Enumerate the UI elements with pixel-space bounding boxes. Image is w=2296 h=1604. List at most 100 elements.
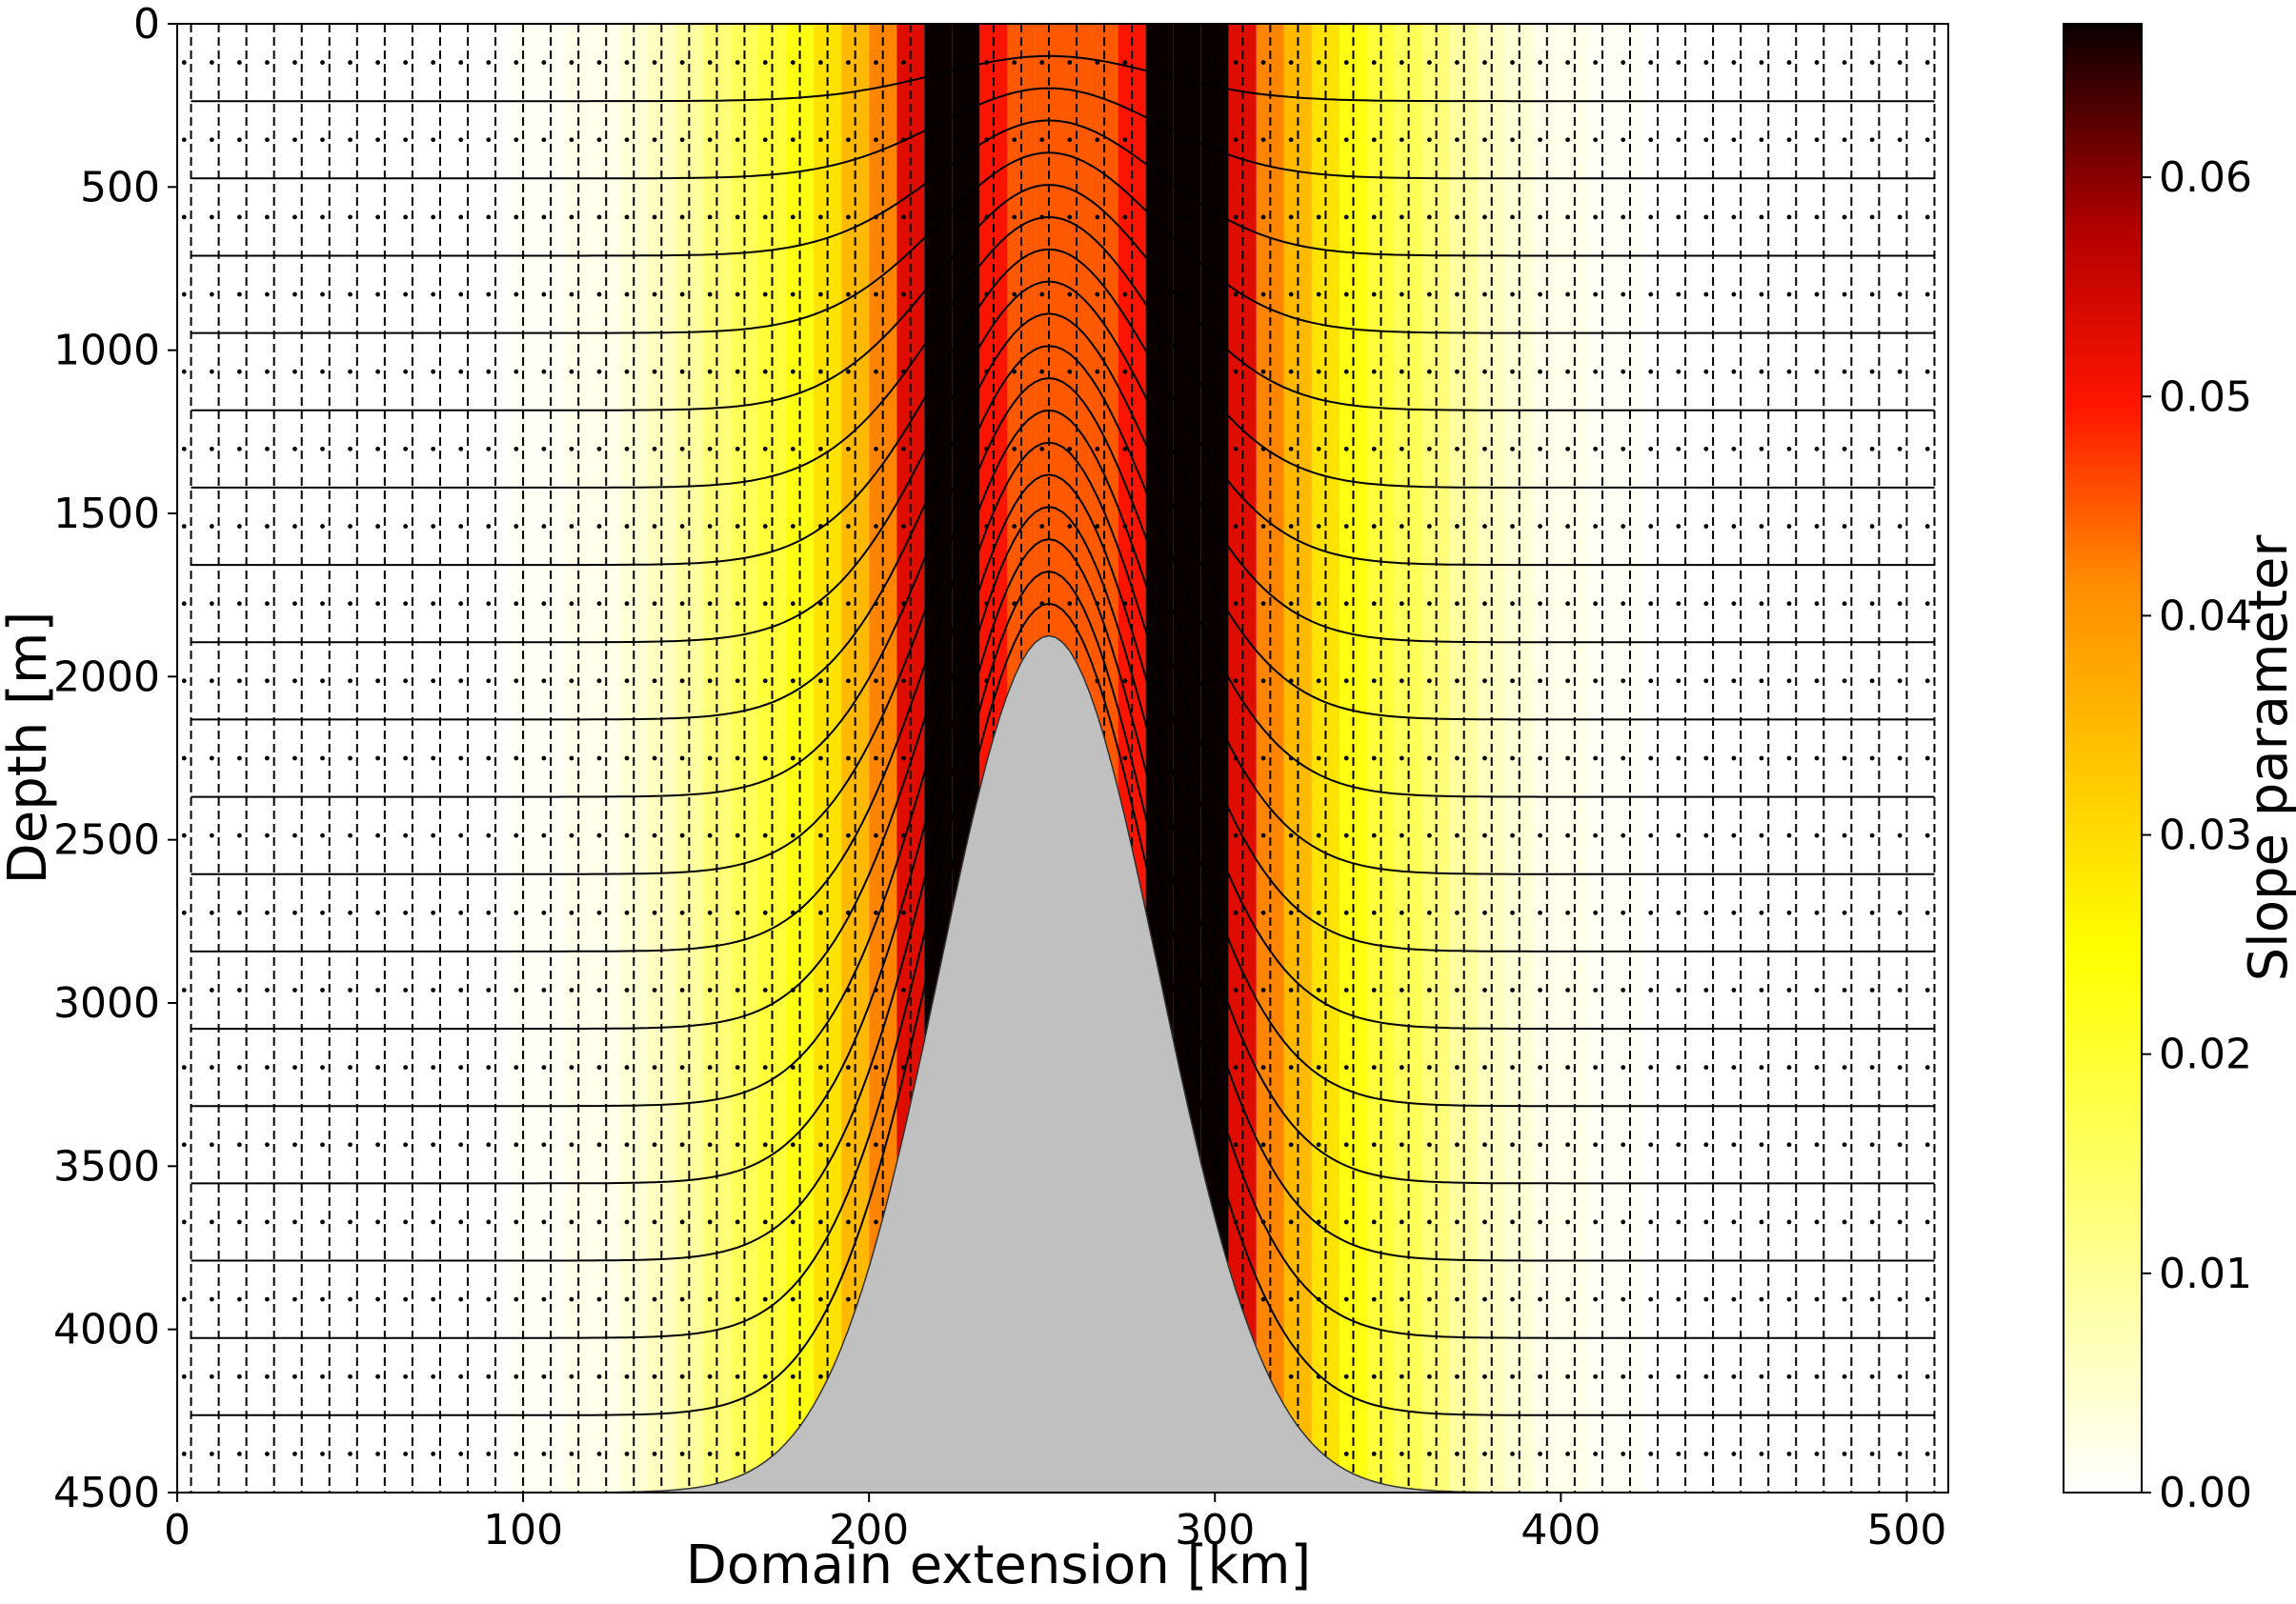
grid-node-dot bbox=[1178, 755, 1183, 761]
grid-node-dot bbox=[236, 1142, 242, 1148]
grid-node-dot bbox=[569, 369, 574, 374]
grid-node-dot bbox=[541, 910, 547, 915]
grid-node-dot bbox=[1842, 1142, 1847, 1148]
grid-node-dot bbox=[1786, 1142, 1792, 1148]
grid-node-dot bbox=[874, 524, 878, 529]
grid-node-dot bbox=[236, 369, 242, 374]
grid-node-dot bbox=[181, 601, 187, 607]
grid-node-dot bbox=[348, 1296, 352, 1302]
grid-node-dot bbox=[1924, 60, 1930, 65]
grid-node-dot bbox=[1482, 60, 1487, 65]
grid-node-dot bbox=[1703, 524, 1709, 529]
grid-node-dot bbox=[652, 1296, 657, 1302]
grid-node-dot bbox=[1676, 214, 1682, 220]
grid-node-dot bbox=[569, 1065, 574, 1071]
grid-node-dot bbox=[1343, 678, 1349, 684]
grid-node-dot bbox=[1288, 1373, 1294, 1379]
grid-node-dot bbox=[1759, 137, 1764, 143]
grid-node-dot bbox=[874, 832, 878, 838]
grid-node-dot bbox=[652, 1373, 657, 1379]
grid-node-dot bbox=[735, 137, 740, 143]
grid-node-dot bbox=[320, 137, 325, 143]
grid-node-dot bbox=[1786, 1452, 1792, 1456]
grid-node-dot bbox=[1759, 1065, 1764, 1071]
grid-node-dot bbox=[1759, 1219, 1764, 1225]
grid-node-dot bbox=[1897, 214, 1903, 220]
grid-node-dot bbox=[1621, 678, 1626, 684]
grid-node-dot bbox=[292, 832, 297, 838]
grid-node-dot bbox=[679, 601, 685, 607]
grid-node-dot bbox=[1786, 1296, 1792, 1302]
grid-node-dot bbox=[1621, 832, 1626, 838]
grid-node-dot bbox=[762, 678, 768, 684]
grid-node-dot bbox=[1924, 988, 1930, 992]
grid-node-dot bbox=[1426, 137, 1432, 143]
grid-node-dot bbox=[375, 832, 380, 838]
grid-node-dot bbox=[1482, 446, 1487, 451]
grid-node-dot bbox=[1759, 988, 1764, 992]
grid-node-dot bbox=[957, 137, 961, 143]
grid-node-dot bbox=[209, 1142, 214, 1148]
grid-node-dot bbox=[874, 678, 878, 684]
grid-node-dot bbox=[1786, 369, 1792, 374]
grid-node-dot bbox=[957, 446, 961, 451]
grid-node-dot bbox=[707, 910, 713, 915]
grid-node-dot bbox=[541, 446, 547, 451]
grid-node-dot bbox=[1593, 755, 1599, 761]
grid-node-dot bbox=[1371, 1452, 1377, 1456]
grid-node-dot bbox=[486, 1373, 492, 1379]
grid-node-dot bbox=[181, 524, 187, 529]
grid-node-dot bbox=[929, 137, 934, 143]
grid-node-dot bbox=[1067, 446, 1073, 451]
grid-node-dot bbox=[1343, 1219, 1349, 1225]
grid-node-dot bbox=[458, 832, 464, 838]
grid-node-dot bbox=[1924, 678, 1930, 684]
grid-node-dot bbox=[1897, 446, 1903, 451]
grid-node-dot bbox=[707, 1296, 713, 1302]
grid-node-dot bbox=[1814, 678, 1820, 684]
grid-node-dot bbox=[1703, 446, 1709, 451]
grid-node-dot bbox=[1731, 524, 1737, 529]
grid-node-dot bbox=[1869, 1142, 1875, 1148]
grid-node-dot bbox=[1897, 60, 1903, 65]
grid-node-dot bbox=[403, 524, 409, 529]
grid-node-dot bbox=[1233, 910, 1239, 915]
colorbar-ticks: 0.00 0.01 0.02 0.03 0.04 0.05 0.06 bbox=[2142, 153, 2252, 1517]
grid-node-dot bbox=[929, 678, 934, 684]
grid-node-dot bbox=[1786, 832, 1792, 838]
grid-node-dot bbox=[1565, 1142, 1571, 1148]
grid-node-dot bbox=[929, 832, 934, 838]
grid-node-dot bbox=[348, 832, 352, 838]
grid-node-dot bbox=[1012, 291, 1017, 297]
grid-node-dot bbox=[265, 291, 270, 297]
y-axis: 0 500 1000 1500 2000 2500 3000 3500 4000 4500 bbox=[53, 0, 177, 1517]
grid-node-dot bbox=[209, 755, 214, 761]
grid-node-dot bbox=[209, 601, 214, 607]
grid-node-dot bbox=[292, 1219, 297, 1225]
grid-node-dot bbox=[265, 601, 270, 607]
grid-node-dot bbox=[209, 524, 214, 529]
grid-node-dot bbox=[1371, 988, 1377, 992]
grid-node-dot bbox=[514, 910, 519, 915]
grid-node-dot bbox=[1759, 755, 1764, 761]
grid-node-dot bbox=[1260, 60, 1266, 65]
grid-node-dot bbox=[817, 214, 823, 220]
grid-node-dot bbox=[236, 1452, 242, 1456]
grid-node-dot bbox=[1565, 369, 1571, 374]
grid-node-dot bbox=[1233, 137, 1239, 143]
y-tick-label: 500 bbox=[80, 163, 160, 211]
grid-node-dot bbox=[874, 1142, 878, 1148]
grid-node-dot bbox=[679, 137, 685, 143]
grid-node-dot bbox=[265, 1065, 270, 1071]
grid-node-dot bbox=[569, 1142, 574, 1148]
grid-node-dot bbox=[209, 137, 214, 143]
grid-node-dot bbox=[403, 1296, 409, 1302]
grid-node-dot bbox=[735, 1142, 740, 1148]
grid-node-dot bbox=[1538, 1452, 1542, 1456]
grid-node-dot bbox=[320, 291, 325, 297]
grid-node-dot bbox=[458, 291, 464, 297]
grid-node-dot bbox=[265, 1452, 270, 1456]
grid-node-dot bbox=[1178, 988, 1183, 992]
grid-node-dot bbox=[817, 1296, 823, 1302]
grid-node-dot bbox=[1676, 1142, 1682, 1148]
